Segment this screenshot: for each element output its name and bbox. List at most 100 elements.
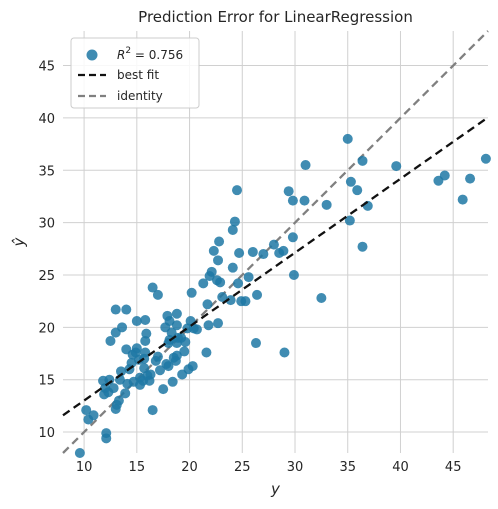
y-tick-label: 15 (38, 374, 55, 389)
data-point (250, 338, 261, 349)
x-tick-label: 20 (181, 460, 198, 475)
data-point (321, 199, 332, 210)
data-point (140, 335, 151, 346)
data-point (258, 249, 269, 260)
data-point (232, 185, 243, 196)
data-point (131, 316, 142, 327)
y-tick-label: 20 (38, 321, 55, 336)
data-point (439, 170, 450, 181)
data-point (278, 245, 289, 256)
data-point (152, 351, 163, 362)
x-axis-label: y (270, 480, 281, 498)
data-point (110, 304, 121, 315)
data-point (206, 266, 217, 277)
data-point (198, 278, 209, 289)
x-tick-label: 40 (392, 460, 409, 475)
data-point (187, 361, 198, 372)
data-point (352, 185, 363, 196)
data-point (316, 293, 327, 304)
data-point (116, 366, 127, 377)
data-point (171, 308, 182, 319)
data-point (227, 262, 238, 273)
data-point (252, 289, 263, 300)
data-point (141, 328, 152, 339)
x-tick-label: 35 (339, 460, 356, 475)
data-point (74, 448, 85, 458)
data-point (191, 324, 202, 335)
data-point (186, 287, 197, 298)
data-point (357, 155, 368, 166)
data-point (240, 296, 251, 307)
x-tick-label: 10 (76, 460, 93, 475)
data-point (213, 255, 224, 266)
data-point (227, 224, 238, 235)
y-tick-label: 40 (38, 112, 55, 127)
best-fit-line-group (62, 116, 489, 417)
y-tick-label: 10 (38, 426, 55, 441)
data-point (120, 388, 131, 399)
data-point (279, 347, 290, 358)
x-tick-label: 25 (234, 460, 251, 475)
data-point (179, 346, 190, 357)
data-point (345, 176, 356, 187)
data-point (214, 236, 225, 247)
data-point (203, 320, 214, 331)
data-point (113, 395, 124, 406)
legend-best-fit-label: best fit (117, 68, 159, 82)
data-point (233, 278, 244, 289)
data-point (299, 195, 310, 206)
chart-title: Prediction Error for LinearRegression (138, 8, 413, 26)
data-point (155, 365, 166, 376)
data-point (147, 282, 158, 293)
data-point (158, 384, 169, 395)
tick-labels: 10 15 20 25 30 35 40 45 10 15 20 25 30 35 40 45 (38, 60, 461, 475)
data-point (147, 405, 158, 416)
data-point (344, 215, 355, 226)
data-point (131, 343, 142, 354)
data-point (171, 350, 182, 361)
data-point (288, 269, 299, 280)
legend-r2-label: R2 = 0.756 (117, 46, 183, 62)
data-point (117, 322, 128, 333)
data-point (268, 239, 279, 250)
y-tick-label: 45 (38, 60, 55, 75)
data-point (145, 369, 156, 380)
data-point (81, 405, 92, 416)
legend-point-marker (86, 49, 98, 61)
x-tick-label: 15 (129, 460, 146, 475)
data-point (202, 299, 213, 310)
data-point (215, 277, 226, 288)
data-point (208, 245, 219, 256)
data-point (287, 195, 298, 206)
data-point (171, 320, 182, 331)
y-tick-label: 35 (38, 164, 55, 179)
data-point (391, 161, 402, 172)
legend: R2 = 0.756 best fit identity (70, 37, 200, 109)
data-point (357, 241, 368, 252)
data-point (234, 247, 245, 258)
data-point (201, 347, 212, 358)
data-point (287, 232, 298, 243)
legend-box (70, 37, 200, 109)
data-point (121, 304, 132, 315)
best-fit-line (62, 116, 489, 417)
data-point (342, 133, 353, 144)
data-point (163, 361, 174, 372)
data-point (88, 410, 99, 421)
data-point (105, 335, 116, 346)
data-point (108, 383, 119, 394)
legend-identity-label: identity (117, 89, 163, 103)
data-point (101, 433, 112, 444)
data-point (213, 318, 224, 329)
data-point (225, 295, 236, 306)
data-point (300, 160, 311, 171)
data-point (180, 337, 191, 348)
y-axis-label: ŷ (10, 236, 28, 247)
data-point (167, 376, 178, 387)
y-tick-label: 30 (38, 217, 55, 232)
data-point (465, 173, 476, 184)
x-tick-label: 45 (445, 460, 462, 475)
data-point (217, 291, 228, 302)
data-point (229, 216, 240, 227)
